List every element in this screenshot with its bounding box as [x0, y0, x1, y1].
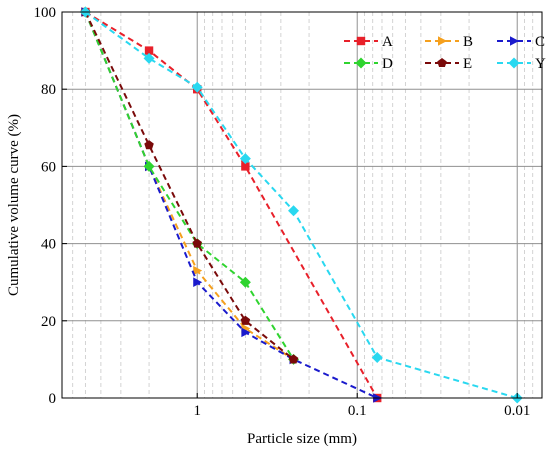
data-point — [143, 160, 155, 172]
series-a — [81, 7, 382, 403]
data-point — [193, 277, 203, 287]
data-point — [241, 327, 251, 338]
series-b — [81, 7, 299, 365]
legend-label: E — [463, 56, 472, 72]
legend-marker — [510, 36, 519, 46]
legend-item-c: C — [497, 34, 545, 50]
legend-marker — [355, 57, 367, 69]
series-c — [81, 7, 383, 403]
legend-item-e: E — [425, 56, 472, 72]
data-point — [143, 52, 155, 64]
ticks: 0 20 40 60 80 100 1 0.1 0.01 — [34, 5, 531, 419]
y-tick-label: 0 — [49, 391, 57, 407]
series-line-c — [84, 11, 378, 399]
x-tick-label: 1 — [193, 403, 201, 419]
legend-label: A — [382, 34, 393, 50]
series-line-a — [84, 11, 379, 399]
x-tick-label: 0.01 — [504, 403, 530, 419]
data-point — [288, 354, 299, 364]
series-e — [80, 7, 299, 364]
y-axis-title: Cumulative volume curve (%) — [6, 114, 22, 296]
data-point — [192, 238, 202, 248]
data-point — [240, 315, 251, 325]
data-point — [371, 351, 383, 363]
series-layer — [79, 6, 523, 404]
plot-frame — [61, 11, 543, 399]
data-point — [144, 140, 154, 150]
series-d — [79, 6, 300, 365]
legend-marker — [438, 36, 447, 46]
series-line-y — [84, 11, 518, 399]
data-point — [191, 81, 203, 93]
legend-item-d: D — [344, 56, 393, 72]
data-point — [144, 46, 154, 55]
series-y — [79, 6, 523, 404]
x-tick-label: 0.1 — [348, 403, 367, 419]
legend-item-b: B — [425, 34, 473, 50]
y-tick-label: 20 — [41, 314, 56, 330]
grid — [61, 12, 543, 398]
data-point — [288, 205, 300, 217]
y-tick-label: 80 — [41, 82, 56, 98]
series-line-e — [84, 11, 295, 361]
y-tick-label: 40 — [41, 237, 56, 253]
legend-marker — [508, 57, 520, 69]
data-point — [241, 162, 250, 171]
legend: A B C D E Y — [344, 34, 546, 72]
legend-label: B — [463, 34, 473, 50]
series-line-b — [84, 11, 295, 361]
y-tick-label: 60 — [41, 159, 56, 175]
legend-item-a: A — [344, 34, 393, 50]
legend-marker — [356, 36, 366, 46]
x-axis-title: Particle size (mm) — [247, 431, 357, 447]
data-point — [193, 265, 203, 276]
data-point — [239, 153, 251, 165]
legend-item-y: Y — [497, 56, 546, 72]
legend-label: D — [382, 56, 393, 72]
series-line-d — [84, 11, 295, 360]
data-point — [239, 276, 251, 288]
legend-label: Y — [535, 56, 546, 72]
y-tick-label: 100 — [34, 5, 57, 21]
legend-label: C — [535, 34, 545, 50]
legend-marker — [437, 58, 447, 68]
